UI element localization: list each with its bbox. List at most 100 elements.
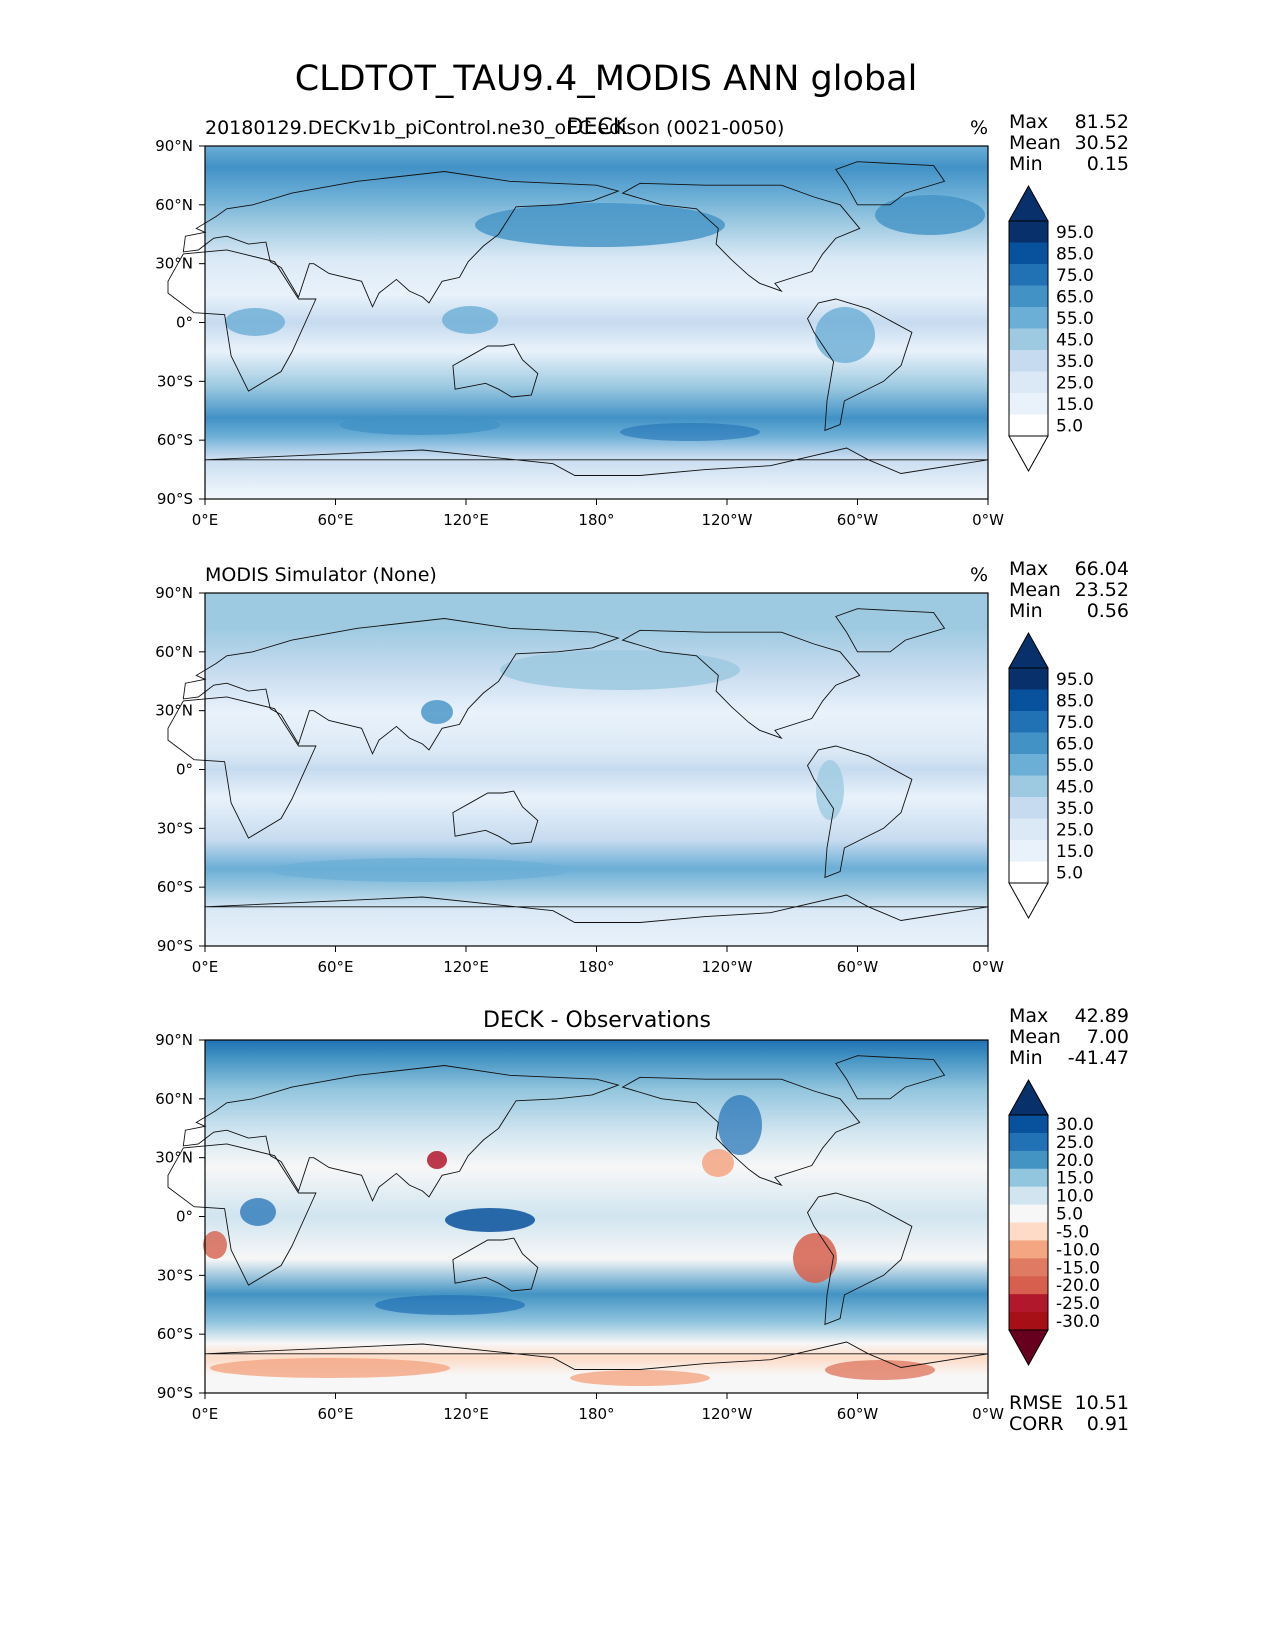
lon-tick-label: 0°W xyxy=(972,511,1004,529)
lon-tick-label: 120°E xyxy=(443,1405,489,1423)
stat-label: Mean xyxy=(1009,132,1061,154)
lon-tick-label: 180° xyxy=(578,1405,614,1423)
colorbar-label: 85.0 xyxy=(1056,244,1094,264)
colorbar-segment xyxy=(1009,221,1048,243)
negative-diff-antarctica-ross xyxy=(570,1370,710,1386)
panel-title: DECK xyxy=(567,115,628,140)
stat-label: Max xyxy=(1009,558,1048,580)
lat-tick-label: 0° xyxy=(176,1208,193,1226)
lat-tick-label: 90°N xyxy=(155,137,193,155)
colorbar-extension-top xyxy=(1008,631,1049,669)
positive-diff-southern-ocean xyxy=(375,1295,525,1315)
colorbar-segment xyxy=(1009,1312,1048,1331)
coastlines xyxy=(167,1055,989,1370)
lat-tick-label: 60°N xyxy=(155,1090,193,1108)
stat-value: 7.00 xyxy=(1087,1026,1129,1048)
colorbar-label: 30.0 xyxy=(1056,1115,1094,1135)
coastline xyxy=(452,1237,539,1292)
latitude-ticks: 90°N 60°N 30°N 0° 30°S 60°S 90°S xyxy=(155,137,205,508)
colorbar-label: -5.0 xyxy=(1056,1222,1089,1242)
colorbar: 95.085.075.065.055.045.035.025.015.05.0 xyxy=(1008,184,1094,473)
colorbar-label: -10.0 xyxy=(1056,1240,1100,1260)
lon-tick-label: 60°E xyxy=(317,958,353,976)
stat-value: 23.52 xyxy=(1075,579,1129,601)
colorbar-segment xyxy=(1009,328,1048,351)
colorbar-label: 10.0 xyxy=(1056,1187,1094,1207)
stat-label: Max xyxy=(1009,111,1048,133)
positive-diff-north-pacific-coast xyxy=(718,1095,762,1155)
map-features xyxy=(203,1095,935,1386)
lat-tick-label: 60°S xyxy=(157,1325,193,1343)
colorbar-label: 65.0 xyxy=(1056,734,1094,754)
colorbar-label: 25.0 xyxy=(1056,820,1094,840)
coastline xyxy=(167,696,317,839)
colorbar-segment xyxy=(1009,775,1048,798)
lon-tick-label: 180° xyxy=(578,511,614,529)
stat-label: RMSE xyxy=(1009,1392,1063,1414)
negative-diff-peru-coast xyxy=(793,1233,837,1283)
colorbar-label: 25.0 xyxy=(1056,1133,1094,1153)
lat-tick-label: 60°N xyxy=(155,643,193,661)
panel-left-label: MODIS Simulator (None) xyxy=(205,564,437,586)
lat-tick-label: 30°N xyxy=(155,255,193,273)
coastline xyxy=(182,618,620,755)
lon-tick-label: 120°W xyxy=(702,1405,753,1423)
positive-diff-central-africa xyxy=(240,1198,276,1226)
colorbar-segment xyxy=(1009,350,1048,372)
coastlines xyxy=(167,161,989,476)
lat-tick-label: 0° xyxy=(176,314,193,332)
colorbar-frame xyxy=(1008,667,1049,884)
lon-tick-label: 0°E xyxy=(192,958,219,976)
colorbar-extension-top xyxy=(1008,184,1049,222)
coastline xyxy=(806,298,913,432)
colorbar-segment xyxy=(1009,1222,1048,1241)
negative-diff-antarctica-east xyxy=(210,1358,450,1378)
cloud-region-africa xyxy=(225,308,285,336)
colorbar-segment xyxy=(1009,1294,1048,1313)
colorbar-label: 75.0 xyxy=(1056,266,1094,286)
colorbar-label: 5.0 xyxy=(1056,1205,1083,1225)
colorbar-extension-bottom xyxy=(1008,435,1049,473)
colorbar-segment xyxy=(1009,371,1048,394)
lat-tick-label: 60°N xyxy=(155,196,193,214)
panel-title: DECK - Observations xyxy=(483,1008,711,1033)
lon-tick-label: 60°W xyxy=(837,1405,879,1423)
coastline xyxy=(182,1065,620,1202)
colorbar-segment xyxy=(1009,1132,1048,1152)
stats-block: Max 66.04 Mean 23.52 Min 0.56 xyxy=(1009,558,1129,622)
colorbar-label: -15.0 xyxy=(1056,1258,1100,1278)
lat-tick-label: 30°S xyxy=(157,372,193,390)
lon-tick-label: 0°W xyxy=(972,1405,1004,1423)
cloud-region-maritime-continent xyxy=(442,306,498,334)
stat-value: 42.89 xyxy=(1075,1005,1129,1027)
colorbar-segment xyxy=(1009,1186,1048,1205)
colorbar-segment xyxy=(1009,1204,1048,1223)
lat-tick-label: 30°S xyxy=(157,819,193,837)
colorbar-segment xyxy=(1009,393,1048,415)
coastline xyxy=(204,894,989,923)
stat-value: 10.51 xyxy=(1075,1392,1129,1414)
coastline xyxy=(167,249,317,392)
colorbar-segment xyxy=(1009,732,1048,755)
stat-label: Mean xyxy=(1009,1026,1061,1048)
colorbar-segment xyxy=(1009,414,1048,437)
coastline xyxy=(806,745,913,879)
stat-label: Min xyxy=(1009,153,1043,175)
coastline xyxy=(204,1341,989,1370)
colorbar-segment xyxy=(1009,1115,1048,1134)
cloud-band-north-pacific xyxy=(475,203,725,247)
lon-tick-label: 120°E xyxy=(443,958,489,976)
coastline xyxy=(835,161,946,206)
stat-value: 0.56 xyxy=(1087,600,1129,622)
colorbar-segment xyxy=(1009,1168,1048,1188)
panel-deck: DECK 20180129.DECKv1b_piControl.ne30_oEC… xyxy=(155,111,1129,529)
lon-tick-label: 0°E xyxy=(192,511,219,529)
colorbar-frame xyxy=(1008,220,1049,437)
colorbar-label: -20.0 xyxy=(1056,1276,1100,1296)
colorbar-extension-bottom xyxy=(1008,1329,1049,1367)
colorbar-label: 55.0 xyxy=(1056,756,1094,776)
colorbar-label: -25.0 xyxy=(1056,1294,1100,1314)
lon-tick-label: 120°W xyxy=(702,958,753,976)
stats-block: Max 81.52 Mean 30.52 Min 0.15 xyxy=(1009,111,1129,175)
